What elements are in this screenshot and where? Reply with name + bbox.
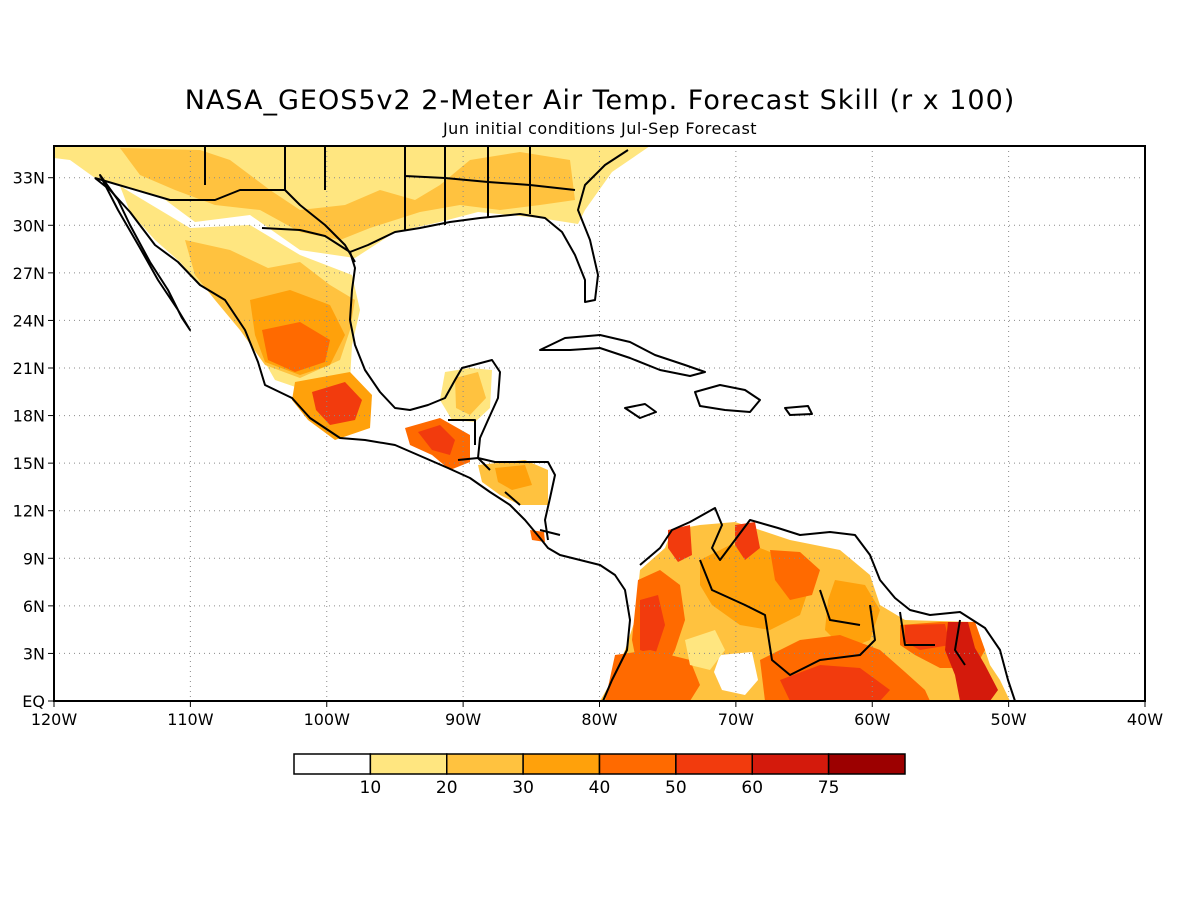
colorbar-swatch — [827, 753, 906, 775]
lon-tick-label: 110W — [167, 710, 214, 729]
map-subtitle: Jun initial conditions Jul-Sep Forecast — [442, 119, 758, 138]
colorbar-swatch — [751, 753, 830, 775]
border-us-states — [204, 146, 576, 230]
lat-tick-label: 9N — [23, 549, 45, 568]
longitude-tick-labels: 120W 110W 100W 90W 80W 70W 60W 50W 40W — [31, 701, 1163, 729]
coastlines — [94, 146, 1016, 701]
skill-region-frenchguiana-peak — [945, 622, 998, 701]
skill-region-southamerica-white — [714, 652, 758, 695]
coastline-cuba — [539, 334, 706, 377]
lat-tick-label: 27N — [13, 264, 45, 283]
skill-region-colombia-north — [668, 525, 692, 562]
coastline-texas-mexico — [349, 251, 556, 541]
lon-tick-label: 70W — [718, 710, 754, 729]
coastline-baja — [99, 174, 191, 331]
lon-tick-label: 90W — [445, 710, 481, 729]
lat-tick-label: 6N — [23, 597, 45, 616]
skill-shading — [54, 146, 1010, 701]
colorbar-swatch — [446, 753, 524, 775]
map-title: NASA_GEOS5v2 2-Meter Air Temp. Forecast … — [184, 85, 1016, 116]
skill-region-venezuela-east — [770, 550, 820, 600]
skill-region-southmexico-peak — [312, 382, 362, 425]
lat-tick-label: 33N — [13, 169, 45, 188]
lat-tick-label: EQ — [22, 692, 45, 711]
coastline-pacific — [94, 177, 631, 701]
skill-region-southamerica-white2 — [685, 630, 725, 670]
skill-region-amazon-peak — [780, 665, 890, 701]
coastline-hispaniola — [694, 384, 761, 413]
latitude-tick-labels: EQ 3N 6N 9N 12N 15N 18N 21N 24N 27N 30N 33N — [13, 169, 54, 711]
coastline-southamerica — [639, 507, 1016, 701]
colorbar-label: 60 — [741, 778, 763, 798]
lat-tick-label: 12N — [13, 502, 45, 521]
lon-tick-label: 100W — [304, 710, 351, 729]
colorbar-label: 75 — [818, 778, 840, 798]
colorbar-swatch — [675, 753, 753, 775]
lon-tick-label: 120W — [31, 710, 78, 729]
colorbar-label: 20 — [436, 778, 458, 798]
lat-tick-label: 21N — [13, 359, 45, 378]
lat-tick-label: 18N — [13, 407, 45, 426]
colorbar-label: 40 — [589, 778, 611, 798]
skill-region-colombia-peak — [640, 595, 665, 655]
border-central-america — [448, 419, 561, 536]
colorbar: 10 20 30 40 50 60 75 — [293, 753, 906, 798]
coastline-puertorico — [784, 405, 813, 416]
lat-tick-label: 15N — [13, 454, 45, 473]
border-southamerica — [699, 559, 966, 676]
lat-tick-label: 24N — [13, 311, 45, 330]
colorbar-swatch — [598, 753, 677, 775]
lon-tick-label: 50W — [991, 710, 1027, 729]
colorbar-label: 50 — [665, 778, 687, 798]
lat-tick-label: 30N — [13, 216, 45, 235]
lon-tick-label: 60W — [854, 710, 890, 729]
lat-tick-label: 3N — [23, 644, 45, 663]
colorbar-swatch — [293, 753, 372, 775]
coastline-gulf — [261, 149, 629, 303]
colorbar-swatch — [522, 753, 601, 775]
skill-region-guatemala-peak — [418, 425, 455, 455]
coastline-jamaica — [624, 403, 657, 419]
skill-region-mexico-peak — [262, 322, 330, 372]
colorbar-label: 30 — [512, 778, 534, 798]
skill-region-yucatan-core — [455, 372, 486, 415]
skill-region-usa-south — [120, 148, 575, 240]
lon-tick-label: 40W — [1127, 710, 1163, 729]
colorbar-swatch — [369, 753, 448, 775]
lon-tick-label: 80W — [581, 710, 617, 729]
graticule — [54, 146, 1145, 701]
skill-region-guyana — [825, 580, 880, 650]
skill-region-suriname-peak — [905, 624, 950, 650]
colorbar-label: 10 — [360, 778, 382, 798]
skill-region-honduras-core — [495, 465, 532, 490]
skill-region-amazon-west — [605, 650, 700, 701]
